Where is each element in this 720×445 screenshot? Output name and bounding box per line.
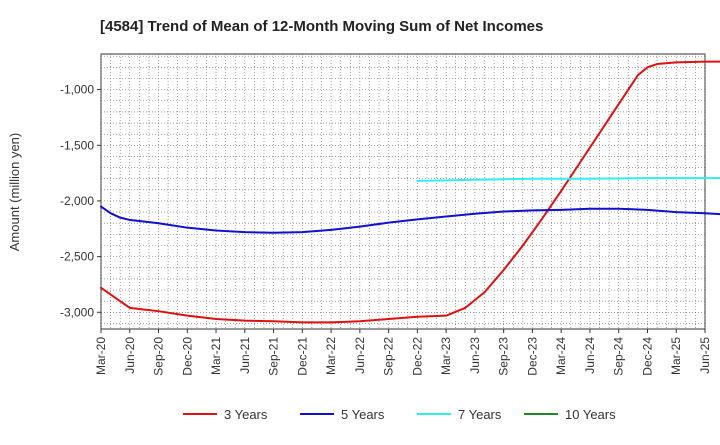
legend-label: 7 Years	[458, 407, 502, 422]
x-tick-label: Jun-25	[698, 337, 712, 374]
legend-label: 5 Years	[341, 407, 385, 422]
x-tick-label: Dec-24	[640, 337, 654, 376]
x-tick-label: Sep-22	[382, 337, 396, 376]
series-line-3-years	[100, 60, 720, 324]
x-tick-label: Mar-23	[439, 337, 453, 375]
y-axis-label: Amount (million yen)	[7, 133, 22, 252]
x-tick-label: Sep-23	[497, 337, 511, 376]
x-tick-label: Mar-24	[554, 337, 568, 375]
x-axis: Mar-20 Jun-20 Sep-20 Dec-20 Mar-21 Jun-21 Sep-…	[94, 329, 712, 376]
x-tick-label: Mar-25	[669, 337, 683, 375]
x-tick-label: Jun-20	[123, 337, 137, 374]
x-tick-label: Dec-20	[180, 337, 194, 376]
y-tick-label: -3,000	[60, 305, 94, 319]
series-line-5-years	[100, 205, 720, 234]
y-axis: -3,000 -2,500 -2,000 -1,500 -1,000	[60, 83, 101, 319]
x-tick-label: Dec-23	[525, 337, 539, 376]
x-tick-label: Dec-22	[410, 337, 424, 376]
x-tick-label: Jun-21	[238, 337, 252, 374]
x-tick-label: Jun-22	[353, 337, 367, 374]
y-tick-label: -2,000	[60, 194, 94, 208]
x-tick-label: Mar-21	[209, 337, 223, 375]
x-tick-label: Dec-21	[295, 337, 309, 376]
series-lines	[100, 60, 720, 324]
x-tick-label: Jun-23	[468, 337, 482, 374]
chart-title: [4584] Trend of Mean of 12-Month Moving …	[100, 18, 543, 35]
x-tick-label: Sep-21	[267, 337, 281, 376]
x-tick-label: Sep-24	[612, 337, 626, 376]
grid-lines	[100, 54, 706, 329]
x-tick-label: Mar-20	[94, 337, 108, 375]
legend-label: 10 Years	[565, 407, 616, 422]
x-tick-label: Mar-22	[324, 337, 338, 375]
y-tick-label: -1,000	[60, 83, 94, 97]
x-tick-label: Jun-24	[583, 337, 597, 374]
series-line-7-years	[416, 177, 720, 182]
legend: 3 Years 5 Years 7 Years 10 Years	[183, 407, 616, 422]
plot-area	[100, 53, 706, 330]
x-tick-label: Sep-20	[152, 337, 166, 376]
y-tick-label: -1,500	[60, 138, 94, 152]
legend-label: 3 Years	[224, 407, 268, 422]
y-tick-label: -2,500	[60, 250, 94, 264]
